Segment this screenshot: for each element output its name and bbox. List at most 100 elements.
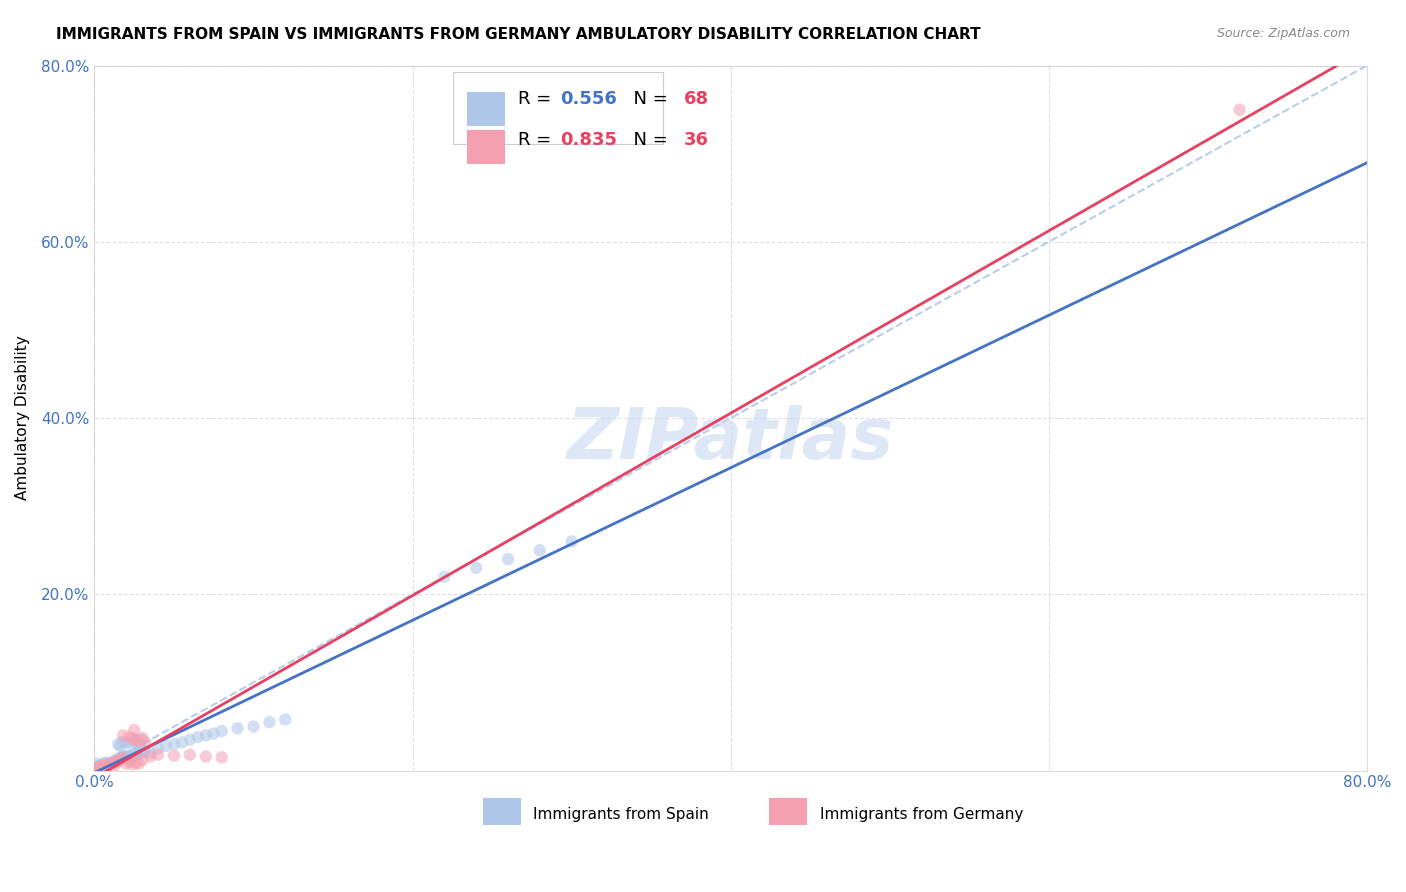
Point: [131, 731, 153, 745]
Point: [134, 735, 156, 749]
Point: [107, 753, 129, 767]
Point: [105, 755, 128, 769]
Point: [86, 761, 108, 775]
Point: [122, 723, 145, 737]
Point: [89, 759, 111, 773]
Point: [118, 751, 141, 765]
Point: [122, 749, 145, 764]
Point: [179, 747, 201, 762]
Point: [97, 757, 120, 772]
Point: [91, 762, 114, 776]
Point: [94, 758, 117, 772]
Point: [170, 735, 193, 749]
Point: [91, 759, 114, 773]
Point: [104, 756, 127, 770]
Point: [163, 737, 186, 751]
Text: Source: ZipAtlas.com: Source: ZipAtlas.com: [1216, 27, 1350, 40]
Point: [96, 759, 118, 773]
Point: [100, 756, 122, 771]
Point: [96, 758, 118, 772]
Point: [118, 730, 141, 744]
Text: R =: R =: [519, 131, 557, 149]
Point: [101, 756, 124, 770]
Bar: [482, 798, 520, 825]
Point: [89, 760, 111, 774]
Point: [125, 732, 148, 747]
Point: [131, 745, 153, 759]
Text: R =: R =: [519, 90, 557, 108]
Point: [131, 732, 153, 747]
Y-axis label: Ambulatory Disability: Ambulatory Disability: [15, 335, 30, 500]
Point: [112, 751, 135, 765]
Point: [115, 756, 138, 771]
Point: [194, 728, 217, 742]
Point: [112, 728, 135, 742]
Point: [134, 744, 156, 758]
Point: [103, 755, 125, 769]
Point: [107, 737, 129, 751]
Point: [125, 747, 148, 761]
Point: [139, 749, 162, 764]
Point: [496, 552, 519, 566]
Point: [84, 762, 107, 776]
Point: [118, 736, 141, 750]
Point: [179, 732, 201, 747]
Point: [89, 762, 111, 776]
Point: [100, 756, 122, 771]
Point: [121, 757, 143, 772]
Point: [163, 748, 186, 763]
Point: [146, 747, 169, 762]
Point: [114, 748, 136, 763]
Point: [155, 739, 177, 753]
Point: [242, 719, 264, 733]
Point: [105, 753, 128, 767]
Point: [274, 713, 297, 727]
Point: [86, 763, 108, 777]
Point: [128, 746, 150, 760]
Text: 68: 68: [683, 90, 709, 108]
Point: [226, 721, 249, 735]
Bar: [769, 798, 807, 825]
Point: [120, 748, 142, 763]
Text: N =: N =: [623, 131, 673, 149]
Point: [104, 754, 127, 768]
Point: [125, 756, 148, 770]
Point: [121, 747, 143, 762]
Point: [211, 750, 233, 764]
Point: [122, 734, 145, 748]
Point: [93, 760, 115, 774]
Point: [187, 730, 209, 744]
Point: [121, 731, 143, 746]
Point: [211, 723, 233, 738]
Point: [112, 734, 135, 748]
Text: R =          N =    
       R =          N =: R = N = R = N =: [464, 83, 652, 133]
Point: [91, 757, 114, 772]
Point: [112, 749, 135, 764]
Point: [128, 734, 150, 748]
Point: [118, 755, 141, 769]
Point: [128, 737, 150, 751]
Text: Immigrants from Spain: Immigrants from Spain: [533, 806, 709, 822]
Point: [128, 756, 150, 771]
Text: 36: 36: [683, 131, 709, 149]
Text: IMMIGRANTS FROM SPAIN VS IMMIGRANTS FROM GERMANY AMBULATORY DISABILITY CORRELATI: IMMIGRANTS FROM SPAIN VS IMMIGRANTS FROM…: [56, 27, 981, 42]
Point: [94, 756, 117, 770]
Point: [86, 761, 108, 775]
Point: [465, 561, 488, 575]
Point: [115, 735, 138, 749]
Point: [107, 752, 129, 766]
Point: [529, 543, 551, 558]
Point: [93, 756, 115, 771]
Point: [94, 759, 117, 773]
Point: [108, 751, 131, 765]
Text: N =: N =: [623, 90, 673, 108]
Point: [110, 752, 132, 766]
Bar: [467, 130, 505, 164]
Text: 0.835: 0.835: [560, 131, 617, 149]
Point: [84, 756, 107, 771]
Point: [90, 758, 112, 772]
Point: [84, 763, 107, 777]
Bar: [467, 92, 505, 126]
Text: Immigrants from Germany: Immigrants from Germany: [820, 806, 1024, 822]
Point: [139, 746, 162, 760]
